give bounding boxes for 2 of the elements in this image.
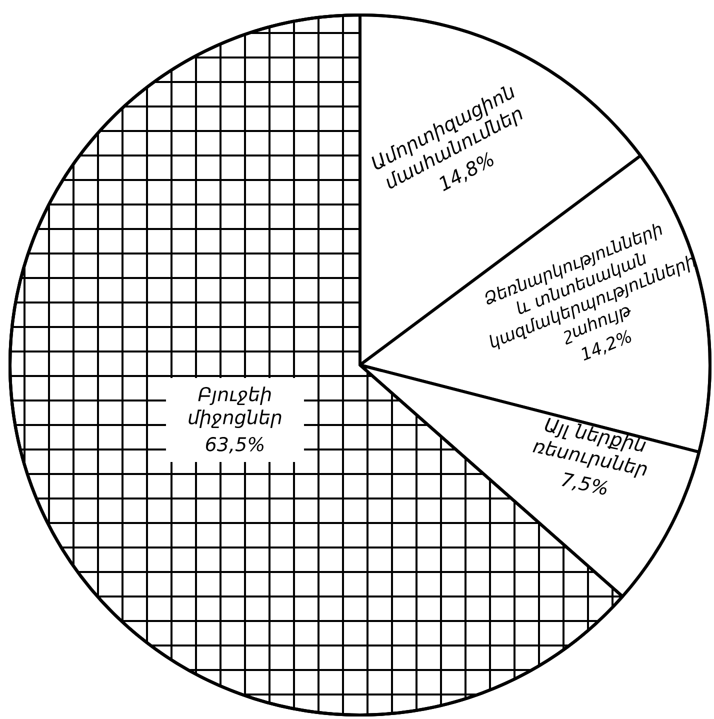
- data-label: 63,5%: [206, 437, 264, 454]
- slice-label: Բյուջեի միջոցներ: [188, 386, 282, 428]
